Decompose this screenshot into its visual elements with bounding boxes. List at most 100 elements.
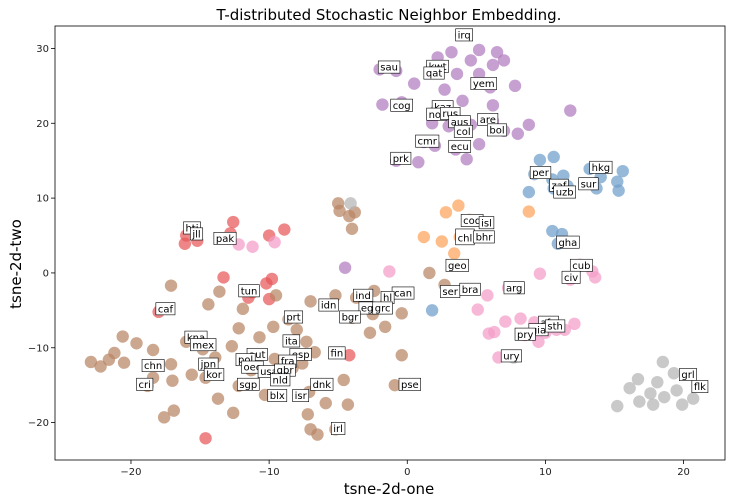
data-point (499, 315, 512, 328)
data-point (438, 83, 451, 96)
point-label: cog (390, 98, 413, 112)
point-label-text: civ (564, 273, 578, 284)
data-point (460, 152, 473, 166)
point-label: can (391, 286, 415, 300)
point-label-box (330, 422, 346, 435)
point-label-text: dnk (313, 380, 332, 391)
data-point (269, 289, 283, 302)
data-point (490, 45, 504, 59)
data-point (167, 404, 181, 417)
data-point (448, 247, 461, 260)
point-label-box (691, 380, 709, 393)
point-label-text: chl (458, 234, 473, 245)
point-label-text: grc (375, 304, 391, 315)
point-label: ser (440, 285, 461, 298)
point-label-box (556, 235, 580, 249)
point-label: uzb (553, 185, 576, 199)
point-label-box (398, 377, 421, 391)
point-label: cmr (415, 134, 440, 148)
point-label-text: sth (547, 322, 562, 333)
data-point (644, 387, 657, 400)
point-label: col (453, 125, 473, 138)
data-point (687, 392, 700, 405)
point-label-box (514, 327, 536, 341)
data-point (547, 150, 560, 164)
data-point (472, 43, 486, 57)
point-label-box (503, 281, 525, 295)
data-point (116, 330, 129, 343)
annotations-layer: irqsaukwtqatyemcogkaznorrusausarecolbolc… (136, 28, 709, 435)
data-point (178, 237, 192, 250)
point-label: isr (292, 389, 310, 402)
point-label-box (478, 216, 495, 230)
point-label-text: qat (426, 69, 442, 80)
data-point (568, 317, 581, 331)
point-label-box (282, 334, 301, 348)
point-label-text: cmr (418, 137, 438, 148)
point-label: per (529, 166, 552, 179)
data-point (675, 398, 689, 411)
point-label-text: irq (458, 30, 471, 41)
point-label-box (155, 302, 176, 316)
point-label-text: cog (393, 101, 411, 112)
data-point (157, 411, 171, 424)
point-label-text: sgp (239, 380, 257, 391)
data-point (102, 353, 116, 366)
data-point (338, 261, 352, 274)
y-tick-label: −20 (28, 418, 49, 429)
data-point (472, 138, 486, 151)
data-point (452, 199, 465, 212)
point-label-text: uzb (556, 188, 574, 199)
data-point (267, 320, 280, 334)
point-label: grc (372, 301, 393, 315)
point-label: kor (203, 368, 225, 381)
point-label-text: per (532, 168, 550, 179)
data-point (423, 266, 436, 280)
data-point (329, 289, 342, 302)
point-label: sth (545, 319, 566, 333)
y-tick-label: 30 (36, 44, 49, 55)
point-label-box (589, 160, 613, 174)
data-point (522, 185, 536, 199)
point-label-box (213, 232, 237, 245)
point-label: flk (691, 380, 709, 393)
point-label: eg (358, 301, 376, 315)
data-point (164, 279, 178, 292)
point-label-box (459, 282, 481, 296)
point-label-box (445, 258, 469, 272)
data-point (227, 215, 240, 229)
point-label: yem (470, 77, 497, 90)
point-label: cri (136, 377, 154, 391)
point-label-box (473, 230, 495, 244)
point-label: bgr (339, 310, 361, 324)
point-label: ita (282, 334, 301, 348)
point-label-text: blx (270, 391, 285, 402)
point-label-box (237, 377, 260, 391)
point-label-box (284, 310, 304, 324)
data-point (94, 360, 107, 373)
y-tick-label: 10 (36, 194, 49, 205)
point-label-text: yem (473, 79, 495, 90)
data-point (232, 322, 245, 335)
point-label-box (270, 373, 291, 387)
data-point (301, 408, 315, 421)
point-label-text: sau (380, 63, 398, 74)
point-label-text: eg (361, 304, 374, 315)
data-point (651, 375, 664, 389)
data-point (667, 367, 681, 380)
point-label-box (339, 310, 361, 324)
data-point (497, 54, 511, 67)
point-label-text: idn (321, 301, 336, 312)
point-label-text: nor (429, 110, 446, 121)
data-point (300, 335, 313, 348)
data-point (202, 298, 215, 311)
data-point (395, 307, 408, 320)
x-axis-label: tsne-2d-one (344, 480, 435, 498)
point-label-box (328, 346, 346, 360)
points-layer (84, 28, 700, 445)
point-label-text: ita (285, 337, 298, 348)
point-label-text: fin (331, 348, 344, 359)
point-label-box (553, 185, 576, 199)
data-point (417, 230, 431, 244)
point-label: qat (423, 66, 445, 80)
